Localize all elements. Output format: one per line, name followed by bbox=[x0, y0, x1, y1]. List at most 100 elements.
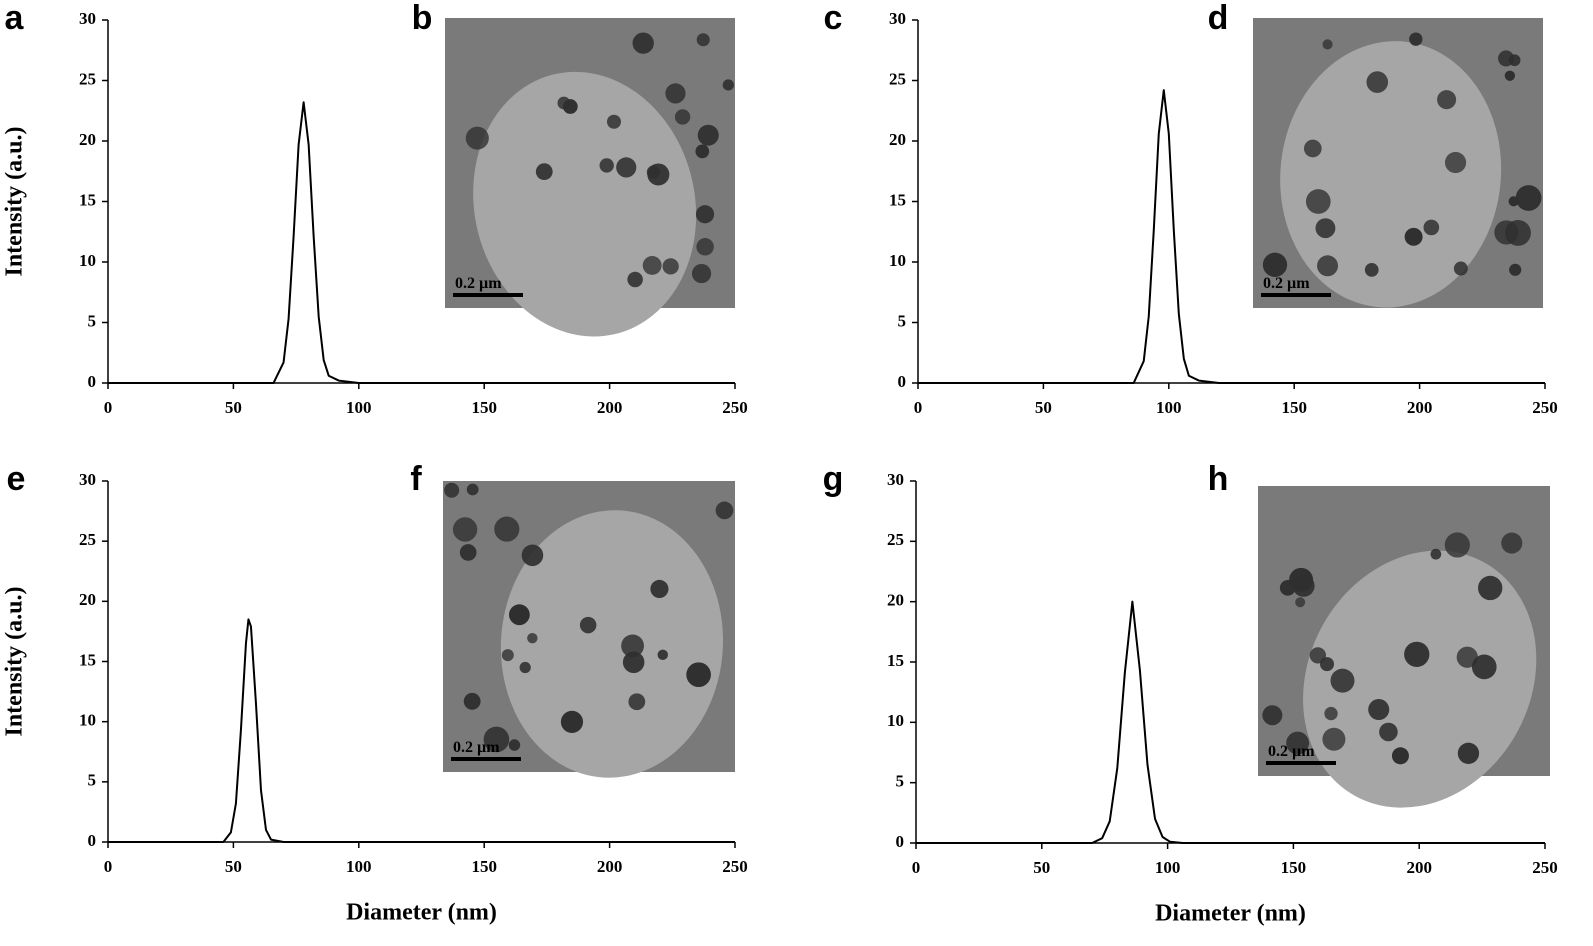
micrograph-particle bbox=[1404, 227, 1423, 246]
micrograph-particle bbox=[1444, 532, 1470, 558]
micrograph-particle bbox=[1368, 698, 1390, 721]
micrograph-particle bbox=[1509, 263, 1522, 276]
micrograph-particle bbox=[1477, 575, 1503, 601]
panel-label: c bbox=[824, 0, 843, 37]
x-tick-label: 150 bbox=[1281, 398, 1307, 417]
x-tick-label: 200 bbox=[1407, 398, 1433, 417]
micrograph-particle bbox=[599, 158, 614, 173]
micrograph-particle bbox=[508, 604, 530, 626]
inset-panel-label: b bbox=[412, 0, 433, 37]
y-tick-label: 25 bbox=[79, 530, 96, 549]
x-tick-label: 50 bbox=[1035, 398, 1052, 417]
micrograph-particle bbox=[1292, 574, 1315, 597]
size-distribution-line bbox=[918, 89, 1545, 384]
y-tick-label: 20 bbox=[887, 591, 904, 610]
micrograph-particle bbox=[1508, 54, 1521, 67]
micrograph-particle bbox=[647, 163, 670, 186]
micrograph-particle bbox=[686, 662, 711, 688]
micrograph-particle bbox=[1430, 548, 1442, 560]
micrograph-particle bbox=[1409, 32, 1423, 46]
micrograph-particle bbox=[622, 651, 645, 674]
micrograph-particle bbox=[691, 263, 712, 284]
y-tick-label: 15 bbox=[889, 190, 906, 209]
micrograph-particle bbox=[715, 501, 734, 520]
x-tick-label: 200 bbox=[597, 857, 623, 876]
micrograph-particle bbox=[606, 114, 621, 129]
y-axis-label: Intensity (a.u.) bbox=[2, 126, 28, 276]
y-tick-label: 0 bbox=[88, 372, 97, 391]
panel-label: e bbox=[7, 460, 26, 498]
micrograph-particle bbox=[1504, 70, 1516, 81]
micrograph-particle bbox=[1456, 646, 1478, 668]
micrograph-particle bbox=[1295, 597, 1306, 608]
y-tick-label: 10 bbox=[79, 251, 96, 270]
inset-panel-label: d bbox=[1208, 0, 1229, 37]
y-tick-label: 30 bbox=[889, 9, 906, 28]
micrograph-particle bbox=[627, 271, 643, 288]
y-tick-label: 5 bbox=[896, 772, 905, 791]
x-tick-label: 50 bbox=[1033, 858, 1050, 877]
x-tick-label: 100 bbox=[1155, 858, 1181, 877]
size-distribution-line bbox=[916, 600, 1545, 844]
micrograph-particle bbox=[650, 579, 669, 599]
micrograph-particle bbox=[1324, 706, 1338, 721]
x-tick-label: 0 bbox=[104, 398, 113, 417]
x-tick-label: 0 bbox=[104, 857, 113, 876]
micrograph-particle bbox=[1320, 657, 1335, 672]
micrograph-particle bbox=[1471, 654, 1497, 680]
y-tick-label: 30 bbox=[887, 470, 904, 489]
y-tick-label: 25 bbox=[889, 69, 906, 88]
micrograph: 0.2 µm bbox=[443, 481, 735, 778]
y-tick-label: 10 bbox=[887, 711, 904, 730]
micrograph-particle bbox=[1322, 727, 1346, 751]
micrograph-particle bbox=[579, 616, 597, 634]
y-tick-label: 5 bbox=[88, 311, 97, 330]
scale-bar-label: 0.2 µm bbox=[453, 739, 500, 756]
micrograph-film-hole bbox=[473, 71, 697, 337]
micrograph-particle bbox=[1379, 722, 1398, 742]
micrograph-particle bbox=[459, 544, 477, 561]
x-tick-label: 250 bbox=[1532, 398, 1558, 417]
micrograph-particle bbox=[1286, 731, 1310, 755]
y-tick-label: 30 bbox=[79, 9, 96, 28]
x-tick-label: 200 bbox=[1406, 858, 1432, 877]
micrograph-particle bbox=[1366, 71, 1389, 93]
micrograph-particle bbox=[695, 205, 715, 224]
micrograph-particle bbox=[535, 163, 553, 181]
y-tick-label: 0 bbox=[898, 372, 907, 391]
y-tick-label: 25 bbox=[79, 69, 96, 88]
micrograph-particle bbox=[452, 517, 478, 542]
micrograph-particle bbox=[621, 634, 644, 658]
x-tick-label: 100 bbox=[1156, 398, 1182, 417]
micrograph-particle bbox=[1453, 261, 1468, 276]
micrograph-particle bbox=[519, 661, 531, 674]
x-tick-label: 50 bbox=[225, 398, 242, 417]
x-tick-label: 0 bbox=[914, 398, 923, 417]
micrograph-particle bbox=[1364, 263, 1379, 277]
scale-bar-label: 0.2 µm bbox=[1268, 743, 1315, 760]
x-tick-label: 150 bbox=[471, 398, 497, 417]
micrograph-particle bbox=[1444, 151, 1467, 174]
micrograph-particle bbox=[1423, 219, 1440, 236]
micrograph-particle bbox=[501, 649, 514, 662]
micrograph-particle bbox=[1317, 255, 1339, 277]
micrograph-particle bbox=[697, 124, 719, 146]
micrograph-film-hole bbox=[1303, 550, 1537, 808]
micrograph-particle bbox=[1457, 742, 1480, 764]
inset-panel-label: f bbox=[410, 460, 422, 498]
y-axis-label: Intensity (a.u.) bbox=[2, 586, 28, 736]
micrograph-particle bbox=[463, 692, 481, 710]
scale-bar-label: 0.2 µm bbox=[455, 275, 502, 292]
x-tick-label: 50 bbox=[225, 857, 242, 876]
x-tick-label: 150 bbox=[471, 857, 497, 876]
y-tick-label: 30 bbox=[79, 470, 96, 489]
y-tick-label: 20 bbox=[79, 590, 96, 609]
x-tick-label: 150 bbox=[1281, 858, 1307, 877]
micrograph-particle bbox=[557, 96, 571, 110]
micrograph-particle bbox=[1391, 747, 1409, 765]
micrograph-particle bbox=[696, 33, 710, 47]
micrograph-particle bbox=[465, 126, 489, 150]
micrograph-particle bbox=[1501, 532, 1523, 554]
micrograph-particle bbox=[1515, 185, 1542, 211]
micrograph-particle bbox=[466, 483, 479, 496]
